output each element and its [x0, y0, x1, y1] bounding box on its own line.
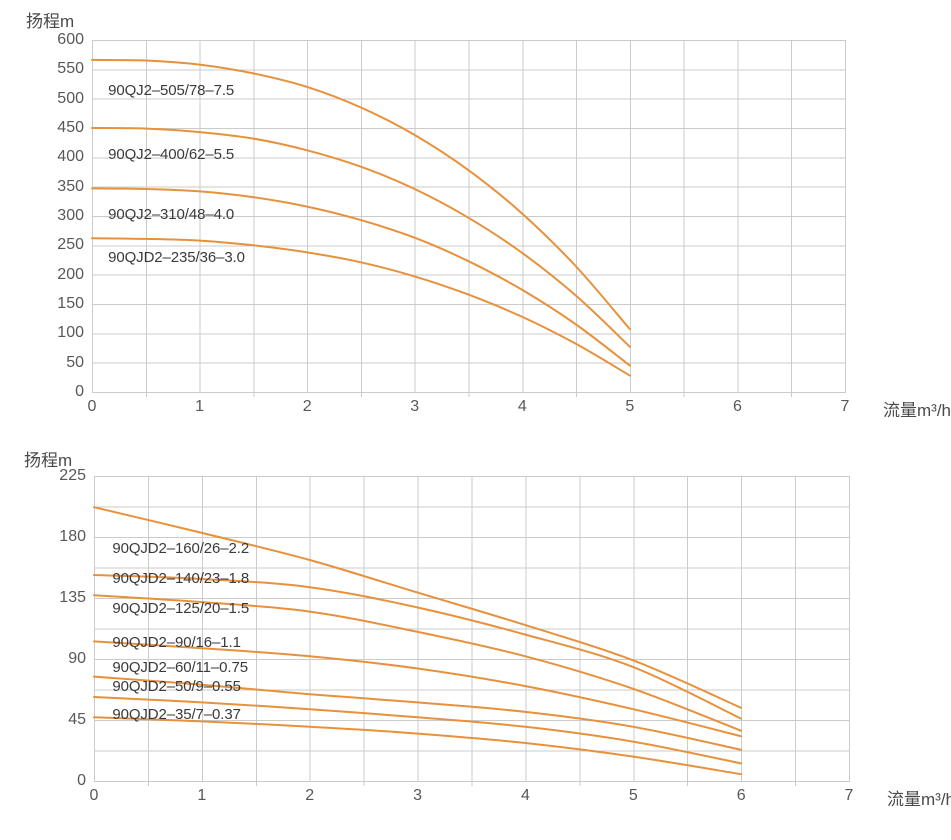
pump-curve-2	[93, 594, 743, 732]
y-tick-label: 0	[77, 772, 86, 789]
x-tick-label: 6	[732, 398, 742, 415]
x-tick-label: 4	[517, 398, 527, 415]
y-tick-label: 600	[57, 31, 84, 48]
y-tick-label: 500	[57, 89, 84, 107]
pump-curve-3	[93, 640, 743, 738]
curve-label: 90QJ2–310/48–4.0	[108, 205, 235, 223]
y-tick-label: 450	[57, 119, 84, 136]
x-tick-label: 2	[305, 787, 315, 804]
pump-curve-3	[91, 237, 631, 377]
flow-axis-title: 流量m³/h	[883, 401, 951, 420]
curve-label: 90QJ2–505/78–7.5	[108, 82, 235, 100]
x-tick-label: 2	[302, 398, 312, 415]
x-tick-label: 0	[89, 787, 99, 804]
curve-label: 90QJD2–140/23–1.8	[112, 570, 250, 588]
pump-curve-1	[93, 574, 743, 720]
y-tick-label: 250	[57, 236, 84, 254]
pump-curve-6	[93, 716, 743, 776]
curve-label: 90QJD2–90/16–1.1	[112, 633, 241, 651]
plot-area	[91, 40, 846, 397]
pump-curve-1	[91, 127, 631, 348]
x-tick-label: 0	[87, 398, 97, 415]
pump-curve-4	[93, 675, 743, 751]
pump-curve-5	[93, 696, 743, 765]
pump-curve-2	[91, 187, 631, 367]
curve-label: 90QJD2–60/11–0.75	[112, 659, 248, 677]
y-tick-label: 150	[57, 295, 84, 312]
y-tick-label: 90	[68, 650, 86, 667]
y-tick-label: 0	[75, 383, 84, 400]
y-tick-label: 45	[68, 711, 86, 728]
plot-area	[93, 476, 850, 786]
x-tick-label: 5	[628, 787, 638, 804]
curve-label: 90QJ2–400/62–5.5	[108, 145, 235, 163]
x-tick-label: 1	[195, 398, 205, 415]
x-tick-label: 3	[413, 787, 423, 804]
y-tick-label: 100	[57, 324, 84, 342]
y-tick-label: 180	[59, 528, 86, 545]
curve-label: 90QJD2–35/7–0.37	[112, 705, 241, 723]
y-tick-label: 225	[59, 467, 86, 484]
x-tick-label: 4	[520, 787, 530, 804]
y-tick-label: 400	[57, 148, 84, 166]
y-tick-label: 135	[59, 589, 86, 606]
y-tick-label: 350	[57, 177, 84, 195]
curve-label: 90QJD2–125/20–1.5	[112, 599, 250, 617]
y-tick-label: 50	[66, 353, 84, 371]
y-tick-label: 300	[57, 207, 84, 224]
x-tick-label: 3	[410, 398, 420, 415]
flow-axis-title: 流量m³/h	[887, 790, 951, 809]
x-tick-label: 6	[736, 787, 746, 804]
pump-curve-0	[93, 506, 743, 709]
x-tick-label: 5	[625, 398, 635, 415]
x-tick-label: 7	[844, 787, 854, 804]
head-axis-title: 扬程m	[26, 12, 75, 31]
head-axis-title: 扬程m	[24, 451, 73, 470]
x-tick-label: 7	[840, 398, 850, 415]
y-tick-label: 200	[57, 265, 84, 283]
y-tick-label: 550	[57, 60, 84, 78]
x-tick-label: 1	[197, 787, 207, 804]
curve-label: 90QJD2–50/9–0.55	[112, 678, 241, 696]
curve-label: 90QJD2–160/26–2.2	[112, 540, 250, 558]
pump-curve-0	[91, 58, 631, 331]
curve-label: 90QJD2–235/36–3.0	[108, 249, 245, 267]
